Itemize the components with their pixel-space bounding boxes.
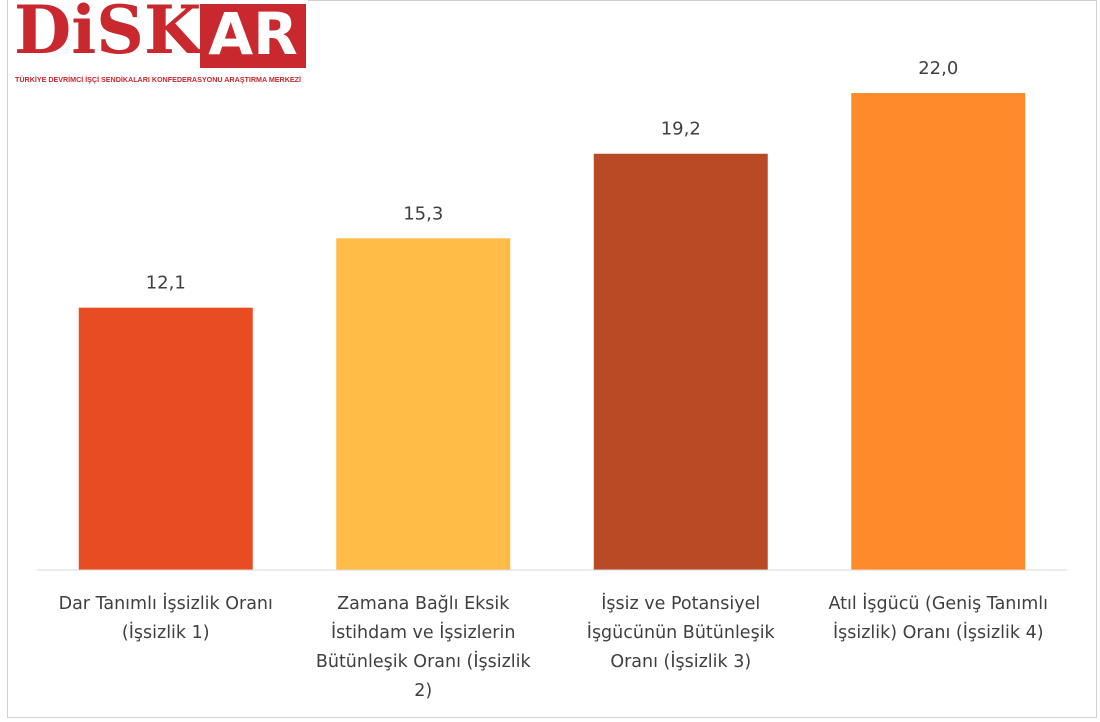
bar — [336, 238, 511, 570]
value-label: 12,1 — [146, 273, 186, 294]
logo-block — [200, 4, 306, 68]
x-tick-label: Atıl İşgücü (Geniş Tanımlı İşsizlik) Ora… — [828, 594, 1049, 643]
value-label: 19,2 — [661, 119, 701, 140]
chart-border — [7, 0, 1097, 718]
value-label: 22,0 — [918, 58, 958, 79]
x-tick-label: Zamana Bağlı Eksik İstihdam ve İşsizleri… — [315, 594, 531, 701]
x-tick-label: Dar Tanımlı İşsizlik Oranı (İşsizlik 1) — [58, 594, 273, 643]
x-tick-label: İşsiz ve Potansiyel İşgücünün Bütünleşik… — [586, 594, 775, 672]
bar — [851, 93, 1026, 570]
logo-text: AR — [208, 0, 298, 68]
bar — [78, 307, 253, 570]
logo: DiSK AR TÜRKİYE DEVRİMCİ İŞÇİ SENDİKALAR… — [8, 0, 308, 88]
bar — [593, 153, 768, 570]
value-label: 15,3 — [403, 203, 443, 224]
logo-subtitle: TÜRKİYE DEVRİMCİ İŞÇİ SENDİKALARI KONFED… — [15, 75, 301, 84]
logo-text: DiSK — [14, 0, 204, 69]
